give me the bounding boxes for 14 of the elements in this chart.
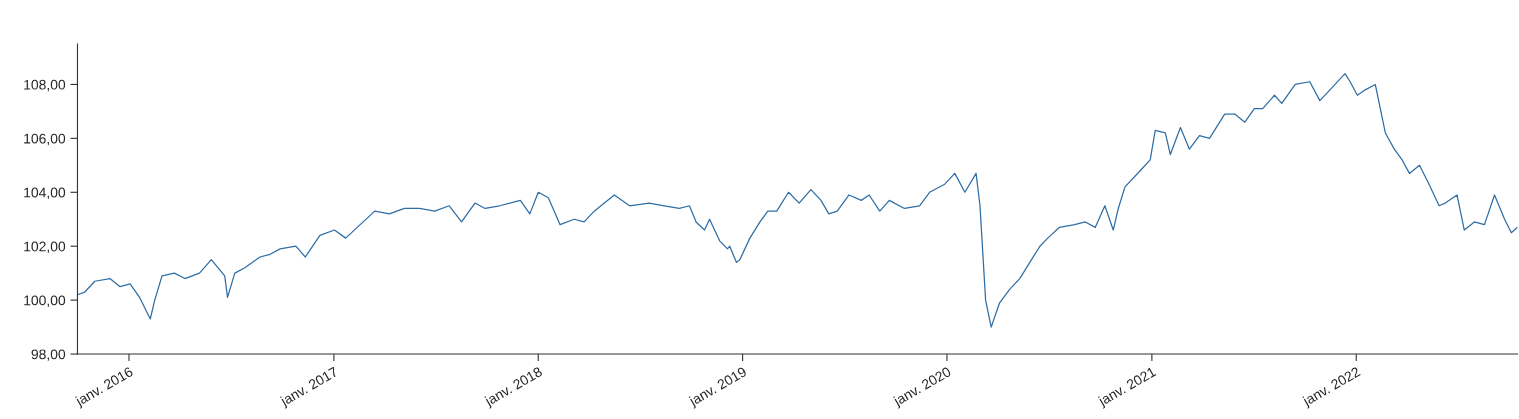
x-tick-label: janv. 2019 — [687, 366, 749, 409]
y-tick-label: 100,00 — [24, 295, 66, 307]
y-tick-label: 108,00 — [24, 79, 66, 92]
x-tick-label: janv. 2022 — [1301, 366, 1363, 409]
x-tick-label: janv. 2016 — [74, 366, 135, 409]
y-tick-label: 102,00 — [24, 241, 66, 254]
x-tick-label: janv. 2021 — [1096, 366, 1158, 409]
x-tick-label: janv. 2018 — [483, 366, 545, 409]
y-tick-label: 98,00 — [31, 349, 66, 361]
y-tick-label: 106,00 — [24, 133, 66, 146]
line-series — [77, 73, 1518, 328]
y-tick-label: 104,00 — [24, 187, 66, 200]
x-tick-label: janv. 2020 — [892, 366, 953, 409]
x-tick-label: janv. 2017 — [278, 366, 340, 409]
